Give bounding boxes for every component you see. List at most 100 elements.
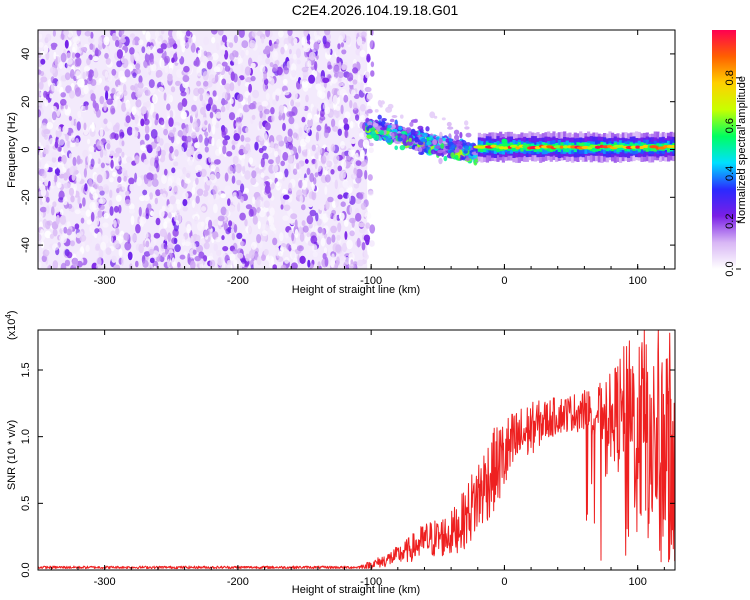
noise-blob — [149, 45, 154, 54]
noise-blob — [151, 63, 157, 72]
noise-blob — [63, 226, 68, 234]
noise-blob — [236, 179, 242, 186]
noise-blob — [130, 54, 135, 64]
noise-blob — [240, 241, 246, 247]
colorbar-tick-label: 0.6 — [724, 118, 736, 133]
transition-blob — [410, 128, 416, 136]
noise-blob — [166, 103, 171, 111]
noise-blob — [321, 228, 325, 236]
noise-blob — [237, 202, 241, 212]
noise-blob — [295, 48, 301, 59]
noise-blob — [331, 234, 336, 243]
noise-blob — [167, 203, 174, 212]
noise-blob — [298, 180, 303, 188]
transition-blob — [400, 114, 404, 119]
noise-blob — [153, 149, 158, 158]
noise-blob — [209, 173, 216, 180]
noise-blob — [192, 249, 197, 255]
snr-y-tick-label: 0.5 — [20, 496, 32, 511]
noise-blob — [74, 209, 81, 215]
noise-blob — [337, 194, 343, 200]
noise-blob — [164, 168, 168, 176]
noise-blob — [360, 202, 367, 210]
noise-blob — [290, 262, 298, 269]
noise-blob — [186, 135, 192, 143]
snr-x-label: Height of straight line (km) — [292, 584, 420, 596]
noise-blob — [207, 228, 213, 238]
noise-blob — [159, 228, 167, 237]
noise-blob — [193, 215, 199, 225]
noise-blob — [161, 149, 166, 157]
noise-blob — [327, 196, 334, 203]
noise-blob — [171, 57, 175, 63]
noise-blob — [196, 80, 202, 87]
noise-blob — [126, 126, 133, 136]
snr-x-ticks: -300 -200 -100 0 100 — [50, 330, 665, 588]
noise-blob — [307, 112, 313, 121]
noise-blob — [95, 218, 100, 226]
noise-blob — [144, 52, 150, 63]
noise-blob — [99, 127, 104, 138]
noise-blob — [229, 52, 235, 61]
noise-blob — [222, 145, 227, 155]
noise-blob — [51, 156, 57, 163]
noise-blob — [177, 50, 182, 60]
noise-blob — [53, 51, 57, 60]
spectrogram-x-ticks: -300 -200 -100 0 100 — [50, 30, 665, 287]
noise-blob — [116, 60, 123, 68]
noise-blob — [311, 144, 316, 152]
transition-blob — [438, 157, 443, 165]
noise-blob — [365, 222, 371, 229]
transition-blob — [367, 108, 373, 114]
noise-blob — [168, 242, 174, 249]
noise-blob — [221, 126, 228, 136]
noise-blob — [121, 151, 125, 158]
noise-blob — [236, 109, 240, 118]
spectrogram-x-tick-label: 100 — [629, 275, 647, 287]
noise-blob — [202, 190, 209, 197]
noise-blob — [109, 189, 113, 199]
noise-blob — [75, 177, 81, 186]
noise-blob — [74, 87, 82, 97]
noise-blob — [113, 205, 119, 213]
transition-blob — [442, 137, 446, 142]
noise-blob — [233, 224, 238, 233]
noise-blob — [207, 123, 211, 133]
noise-blob — [282, 112, 286, 121]
noise-blob — [328, 96, 333, 105]
noise-blob — [167, 73, 173, 82]
noise-blob — [51, 44, 57, 51]
noise-blob — [161, 59, 165, 69]
noise-blob — [283, 106, 288, 114]
noise-blob — [130, 215, 135, 226]
noise-blob — [103, 149, 108, 157]
noise-blob — [151, 178, 159, 187]
transition-blob — [448, 138, 453, 143]
transition-blob — [461, 156, 465, 160]
spectrogram-x-tick-label: -100 — [360, 275, 382, 287]
noise-blob — [204, 229, 210, 236]
noise-blob — [363, 193, 367, 200]
transition-blob — [414, 146, 419, 152]
noise-blob — [221, 235, 225, 241]
noise-blob — [264, 78, 269, 86]
spectrogram-y-ticks: -40 -20 0 20 40 — [20, 48, 675, 253]
band-segment — [504, 142, 508, 150]
noise-blob — [351, 89, 356, 97]
noise-blob — [125, 115, 131, 124]
noise-blob — [52, 228, 58, 237]
transition-blob — [370, 130, 377, 138]
noise-blob — [326, 47, 331, 55]
noise-blob — [87, 155, 92, 165]
noise-blob — [63, 144, 68, 154]
noise-blob — [38, 150, 43, 161]
colorbar-gradient — [712, 30, 736, 269]
noise-blob — [134, 172, 138, 183]
noise-blob — [226, 86, 230, 94]
noise-blob — [182, 127, 188, 137]
spectrogram-y-tick-label: 20 — [20, 96, 32, 108]
noise-blob — [330, 169, 335, 175]
noise-blob — [175, 168, 183, 178]
noise-blob — [355, 152, 359, 161]
noise-blob — [301, 66, 309, 73]
